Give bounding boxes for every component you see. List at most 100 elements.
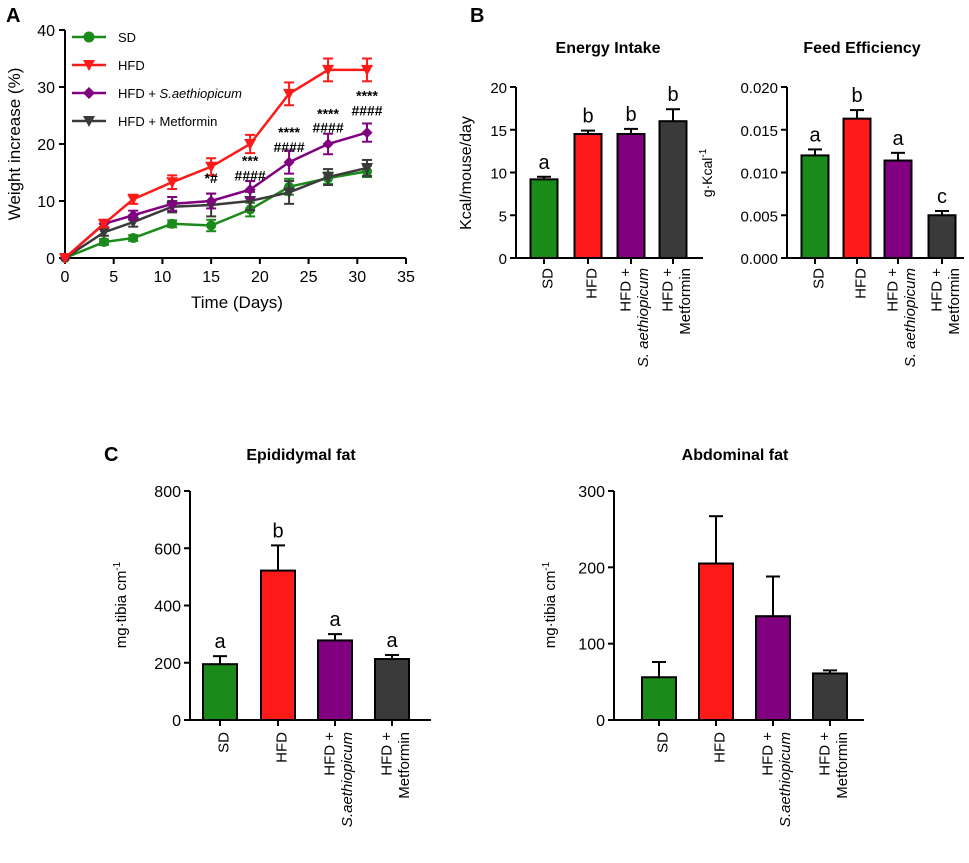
data-point-sd bbox=[128, 233, 139, 244]
data-point-hfd bbox=[97, 218, 110, 230]
energy-intake-title: Energy Intake bbox=[556, 40, 661, 57]
data-point-sae bbox=[244, 184, 256, 196]
feed-efficiency-x-label-hfd: HFD bbox=[852, 268, 869, 299]
feed-efficiency-y-axis-label-sup: -1 bbox=[698, 148, 709, 157]
energy-intake-x-label-met-line2: Metformin bbox=[677, 268, 694, 335]
energy-intake-y-axis-label: Kcal/mouse/day bbox=[458, 116, 475, 230]
abdominal-fat-y-tick-label: 200 bbox=[578, 560, 605, 577]
abdominal-fat-x-label-sae-line1: HFD + bbox=[760, 732, 777, 776]
feed-efficiency-x-label-met-line2: Metformin bbox=[946, 268, 963, 335]
significance-annotation: #### bbox=[235, 167, 266, 183]
abdominal-fat-x-label-met-line1: HFD + bbox=[817, 732, 834, 776]
epididymal-fat-x-label-met-line2: Metformin bbox=[396, 732, 413, 799]
epididymal-fat-x-label-sae-line2: S.aethiopicum bbox=[339, 732, 356, 827]
panel-a-x-tick-label: 10 bbox=[154, 269, 172, 286]
feed-efficiency-bar-met bbox=[927, 214, 957, 259]
energy-intake-x-label-sd: SD bbox=[539, 268, 556, 289]
feed-efficiency-title: Feed Efficiency bbox=[803, 40, 920, 57]
energy-intake-significance-letter: b bbox=[582, 106, 593, 128]
energy-intake-x-label-hfd: HFD bbox=[583, 268, 600, 299]
svg-text:mg·tibia cm-1: mg·tibia cm-1 bbox=[541, 561, 559, 648]
energy-intake-bar-hfd bbox=[573, 133, 603, 259]
feed-efficiency-chart: Feed Efficiency g·Kcal-1 0.000 0.005 0.010… bbox=[698, 40, 964, 367]
abdominal-fat-y-tick-label: 0 bbox=[596, 713, 605, 730]
panel-a-legend: SD HFD HFD + S.aethiopicum HFD + Metform… bbox=[72, 30, 242, 129]
abdominal-fat-y-axis-label-sup: -1 bbox=[541, 561, 552, 570]
panel-a-letter: A bbox=[6, 5, 20, 27]
significance-annotation: #### bbox=[312, 120, 343, 136]
feed-efficiency-y-tick-label: 0.000 bbox=[740, 251, 778, 268]
epididymal-fat-bar-sae bbox=[317, 639, 353, 721]
legend-label-sd: SD bbox=[118, 30, 136, 45]
energy-intake-bar-sd bbox=[529, 178, 559, 259]
abdominal-fat-bar-sae bbox=[755, 615, 791, 721]
data-point-hfd bbox=[244, 139, 257, 150]
energy-intake-x-label-met-line1: HFD + bbox=[660, 268, 677, 312]
data-point-sae bbox=[283, 156, 295, 168]
panel-a-x-axis-label: Time (Days) bbox=[191, 293, 283, 312]
feed-efficiency-significance-letter: a bbox=[809, 124, 821, 146]
data-point-met bbox=[283, 187, 296, 199]
data-point-sae bbox=[361, 127, 373, 139]
feed-efficiency-x-label-sd: SD bbox=[810, 268, 827, 289]
significance-annotation: **** bbox=[278, 124, 300, 140]
panel-b-letter: B bbox=[470, 5, 484, 27]
epididymal-fat-bar-met bbox=[374, 658, 410, 721]
legend-label-sae-prefix: HFD + bbox=[118, 86, 160, 101]
panel-a-x-tick-label: 30 bbox=[348, 269, 366, 286]
epididymal-fat-x-label-met-line1: HFD + bbox=[379, 732, 396, 776]
panel-a-x-tick-label: 15 bbox=[202, 269, 220, 286]
feed-efficiency-bar-sae bbox=[883, 159, 913, 259]
epididymal-fat-x-label-sd: SD bbox=[215, 732, 232, 753]
data-point-sae bbox=[205, 195, 217, 207]
data-point-hfd bbox=[283, 88, 296, 100]
feed-efficiency-y-tick-label: 0.010 bbox=[740, 166, 778, 183]
data-point-sd bbox=[98, 237, 109, 248]
significance-annotation: *** bbox=[242, 153, 259, 169]
epididymal-fat-significance-letter: b bbox=[272, 520, 283, 542]
feed-efficiency-x-label-met-line1: HFD + bbox=[929, 268, 946, 312]
panel-a-x-tick-label: 20 bbox=[251, 269, 269, 286]
energy-intake-significance-letter: b bbox=[625, 104, 636, 126]
feed-efficiency-bar-hfd bbox=[842, 117, 872, 260]
feed-efficiency-significance-letter: b bbox=[851, 85, 862, 107]
energy-intake-x-label-sae-line2: S. aethiopicum bbox=[635, 268, 652, 367]
panel-c: Epididymal fat mg·tibia cm-1 0 200 400 600 8… bbox=[112, 447, 864, 827]
epididymal-fat-y-tick-label: 800 bbox=[154, 484, 181, 501]
energy-intake-chart: Energy Intake Kcal/mouse/day 0 5 10 15 20 a b b… bbox=[458, 40, 703, 367]
abdominal-fat-x-label-sae-line2: S.aethiopicum bbox=[777, 732, 794, 827]
abdominal-fat-bar-met bbox=[812, 672, 848, 721]
feed-efficiency-y-axis-label: g·Kcal bbox=[699, 158, 715, 198]
significance-annotation: #### bbox=[274, 139, 305, 155]
epididymal-fat-significance-letter: a bbox=[214, 631, 226, 653]
abdominal-fat-x-label-hfd: HFD bbox=[711, 732, 728, 763]
legend-item-hfd: HFD bbox=[72, 58, 145, 73]
svg-text:HFD + S.aethiopicum: HFD + S.aethiopicum bbox=[118, 86, 242, 101]
energy-intake-y-tick-label: 10 bbox=[490, 166, 507, 183]
data-point-hfd bbox=[59, 253, 71, 264]
feed-efficiency-significance-letter: c bbox=[937, 186, 947, 208]
epididymal-fat-significance-letter: a bbox=[386, 630, 398, 652]
energy-intake-y-tick-label: 15 bbox=[490, 123, 507, 140]
series-line-sae bbox=[64, 131, 368, 259]
feed-efficiency-y-tick-label: 0.020 bbox=[740, 80, 778, 97]
epididymal-fat-title: Epididymal fat bbox=[246, 447, 356, 464]
svg-text:mg·tibia cm-1: mg·tibia cm-1 bbox=[112, 561, 130, 648]
panel-a-x-tick-label: 25 bbox=[300, 269, 318, 286]
data-point-met bbox=[322, 172, 335, 184]
legend-label-met: HFD + Metformin bbox=[118, 114, 217, 129]
svg-text:g·Kcal-1: g·Kcal-1 bbox=[698, 148, 715, 197]
abdominal-fat-title: Abdominal fat bbox=[682, 447, 789, 464]
feed-efficiency-y-tick-label: 0.015 bbox=[740, 123, 778, 140]
abdominal-fat-chart: Abdominal fat mg·tibia cm-1 0 100 200 300 SD… bbox=[541, 447, 864, 827]
feed-efficiency-x-label-sae-line2: S. aethiopicum bbox=[902, 268, 919, 367]
feed-efficiency-x-label-sae-line1: HFD + bbox=[885, 268, 902, 312]
feed-efficiency-y-tick-label: 0.005 bbox=[740, 208, 778, 225]
data-point-sae bbox=[322, 138, 334, 150]
legend-item-sd: SD bbox=[72, 30, 136, 45]
panel-a-y-tick-label: 40 bbox=[37, 23, 55, 40]
epididymal-fat-y-tick-label: 400 bbox=[154, 599, 181, 616]
epididymal-fat-y-tick-label: 600 bbox=[154, 541, 181, 558]
panel-a-x-tick-label: 5 bbox=[109, 269, 118, 286]
